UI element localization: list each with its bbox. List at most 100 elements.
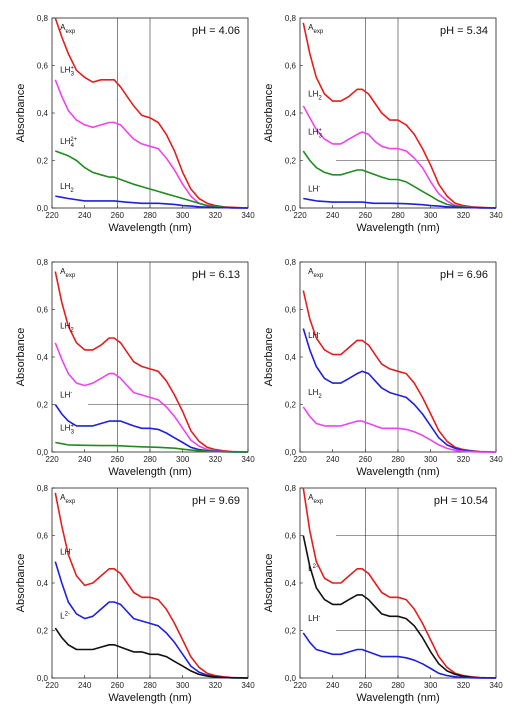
y-tick-label: 0,8 (37, 484, 49, 493)
y-tick-label: 0,6 (285, 532, 297, 541)
series-label-L2-: L2- (308, 564, 318, 573)
series-label-Aexp: Aexp (60, 267, 76, 279)
y-tick-label: 0,4 (285, 109, 297, 118)
x-tick-label: 240 (78, 211, 92, 220)
x-tick-label: 260 (111, 455, 125, 464)
series-label-Aexp: Aexp (60, 493, 76, 505)
series-line-Aexp (54, 17, 249, 209)
y-tick-label: 0,2 (285, 401, 297, 410)
x-tick-label: 300 (424, 455, 438, 464)
series-line-L2- (302, 535, 497, 679)
x-tick-label: 240 (326, 681, 340, 690)
series-line-Aexp (54, 492, 249, 679)
x-tick-label: 280 (143, 455, 157, 464)
x-tick-label: 240 (78, 455, 92, 464)
x-tick-label: 300 (176, 211, 190, 220)
x-axis-label: Wavelength (nm) (356, 692, 439, 704)
series-line-LH- (54, 561, 249, 679)
series-line-Aexp (302, 290, 497, 453)
x-tick-label: 320 (209, 681, 223, 690)
x-tick-label: 320 (209, 455, 223, 464)
y-tick-label: 0,6 (285, 306, 297, 315)
x-tick-label: 300 (176, 681, 190, 690)
x-tick-label: 260 (111, 681, 125, 690)
x-tick-label: 280 (143, 211, 157, 220)
ph-annotation: pH = 9.69 (192, 495, 240, 507)
chart-panel-6: 220 240 260 280 300 320 340 0,0 0,2 0,4 0,6 0,8 Wave… (263, 484, 503, 704)
series-label-LH2: LH2 (308, 89, 322, 101)
y-axis-label: Absorbance (15, 554, 27, 613)
x-tick-label: 340 (241, 681, 255, 690)
series-line-L2- (54, 627, 249, 679)
series-label-LH-: LH- (308, 184, 320, 193)
ph-annotation: pH = 4.06 (192, 25, 240, 37)
y-tick-label: 0,0 (37, 674, 49, 683)
x-tick-label: 300 (176, 455, 190, 464)
series-label-LH2: LH2 (60, 182, 74, 194)
y-tick-label: 0,4 (285, 353, 297, 362)
y-axis-label: Absorbance (15, 328, 27, 387)
y-tick-label: 0,8 (285, 14, 297, 23)
x-axis-label: Wavelength (nm) (108, 222, 191, 234)
x-tick-label: 260 (359, 681, 373, 690)
ph-annotation: pH = 6.13 (192, 269, 240, 281)
x-tick-label: 220 (45, 455, 59, 464)
y-tick-label: 0,2 (285, 157, 297, 166)
y-tick-label: 0,8 (37, 258, 49, 267)
x-tick-label: 340 (489, 681, 503, 690)
y-tick-label: 0,2 (37, 157, 49, 166)
y-tick-label: 0,8 (285, 484, 297, 493)
series-label-LH-: LH- (308, 331, 320, 340)
x-tick-label: 320 (209, 211, 223, 220)
series-line-LH3+ (55, 441, 249, 453)
x-axis-label: Wavelength (nm) (108, 692, 191, 704)
x-tick-label: 280 (391, 211, 405, 220)
y-tick-label: 0,6 (285, 62, 297, 71)
x-tick-label: 220 (293, 681, 307, 690)
x-axis-label: Wavelength (nm) (108, 466, 191, 478)
x-tick-label: 340 (241, 211, 255, 220)
y-tick-label: 0,0 (37, 448, 49, 457)
y-tick-label: 0,6 (37, 306, 49, 315)
y-axis-label: Absorbance (263, 84, 275, 143)
y-axis-label: Absorbance (263, 328, 275, 387)
series-label-Aexp: Aexp (308, 23, 324, 35)
y-tick-label: 0,0 (285, 674, 297, 683)
series-label-Aexp: Aexp (308, 493, 324, 505)
ph-annotation: pH = 6.96 (440, 269, 488, 281)
x-tick-label: 240 (326, 455, 340, 464)
x-tick-label: 280 (391, 681, 405, 690)
y-tick-label: 0,8 (285, 258, 297, 267)
ph-annotation: pH = 5.34 (440, 25, 488, 37)
y-axis-label: Absorbance (263, 554, 275, 613)
series-label-LH3+: LH+ 3 (308, 127, 322, 139)
x-tick-label: 280 (143, 681, 157, 690)
y-tick-label: 0,6 (37, 62, 49, 71)
series-line-LH2 (54, 342, 249, 453)
x-tick-label: 300 (424, 211, 438, 220)
y-axis-label: Absorbance (15, 84, 27, 143)
x-tick-label: 220 (293, 455, 307, 464)
x-tick-label: 340 (241, 455, 255, 464)
chart-panel-5: 220 240 260 280 300 320 340 0,0 0,2 0,4 0,6 0,8 Wave… (15, 484, 255, 704)
series-line-Aexp (302, 487, 497, 679)
x-tick-label: 260 (359, 455, 373, 464)
chart-panel-1: 220 240 260 280 300 320 340 0,0 0,2 0,4 0,6 0,8 Wave… (15, 14, 255, 234)
ph-annotation: pH = 10.54 (434, 495, 488, 507)
y-tick-label: 0,2 (37, 627, 49, 636)
series-label-LH-: LH- (308, 614, 320, 623)
x-tick-label: 220 (45, 681, 59, 690)
x-tick-label: 340 (489, 211, 503, 220)
series-line-LH- (303, 197, 497, 209)
x-tick-label: 260 (111, 211, 125, 220)
series-label-LH2: LH2 (308, 388, 322, 400)
y-tick-label: 0,6 (37, 532, 49, 541)
series-line-LH3+ (302, 150, 497, 209)
series-label-LH-: LH- (60, 390, 72, 399)
series-line-Aexp (302, 22, 497, 209)
series-line-LH- (302, 632, 496, 679)
x-tick-label: 340 (489, 455, 503, 464)
chart-panel-3: 220 240 260 280 300 320 340 0,0 0,2 0,4 0,6 0,8 Wave… (15, 258, 255, 478)
series-label-LH-: LH- (60, 548, 72, 557)
x-tick-label: 320 (457, 211, 471, 220)
